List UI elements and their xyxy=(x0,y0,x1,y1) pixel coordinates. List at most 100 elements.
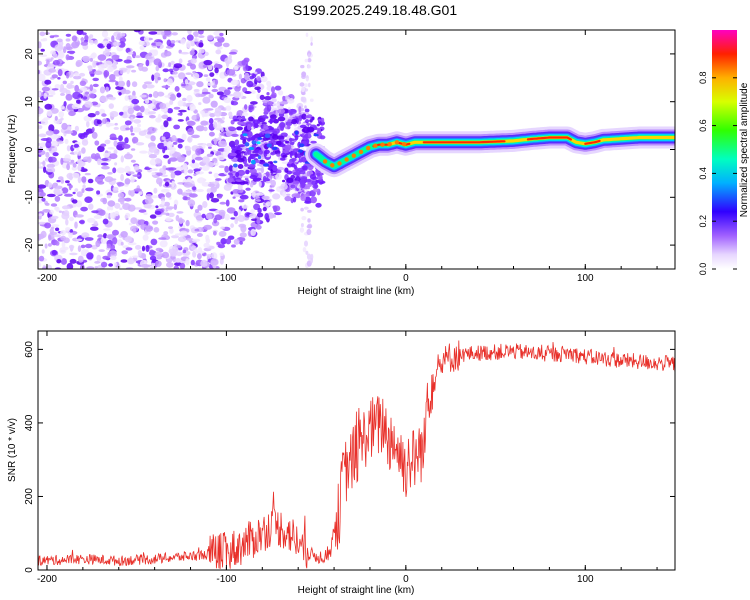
spectrogram-noise-blob xyxy=(198,102,202,106)
spectrogram-noise-blob xyxy=(163,201,170,207)
spectrogram-noise-blob xyxy=(262,206,267,212)
spectrogram-noise-blob xyxy=(287,125,291,130)
spectrogram-noise-blob xyxy=(250,90,256,95)
spectrogram-noise-blob xyxy=(144,56,153,59)
spectrogram-noise-blob xyxy=(282,95,286,101)
spectrogram-noise-blob xyxy=(184,190,193,193)
spectrogram-noise-blob xyxy=(97,54,107,61)
spectrogram-noise-blob xyxy=(64,138,69,145)
spectrogram-noise-blob xyxy=(206,143,213,147)
spectrogram-noise-blob xyxy=(285,144,292,150)
spectrogram-noise-blob xyxy=(203,224,213,230)
spectrogram-noise-blob xyxy=(241,204,249,209)
spectrogram-noise-blob xyxy=(221,116,225,120)
spectrogram-noise-blob xyxy=(118,76,123,82)
spectrogram-noise-blob xyxy=(220,226,225,230)
spectrogram-noise-blob xyxy=(244,91,252,94)
spectrogram-noise-blob xyxy=(272,193,281,200)
spectrogram-noise-blob xyxy=(219,201,227,205)
spectrogram-noise-blob xyxy=(172,151,182,158)
spectrogram-noise-blob xyxy=(120,69,124,75)
spectrogram-noise-blob xyxy=(77,245,82,253)
spectrogram-ridge-peak xyxy=(422,140,506,144)
spectrogram-noise-blob xyxy=(101,113,107,117)
spectrogram-noise-blob xyxy=(155,205,159,209)
spectrogram-noise-blob xyxy=(237,215,246,222)
spectrogram-noise-blob xyxy=(151,74,155,81)
spectrogram-noise-blob xyxy=(305,77,309,81)
spectrogram-noise-blob xyxy=(274,150,281,155)
spectrogram-noise-blob xyxy=(198,42,204,48)
spectrogram-noise-blob xyxy=(46,167,56,173)
spectrogram-noise-blob xyxy=(66,163,70,171)
spectrogram-noise-blob xyxy=(86,266,95,269)
spectrogram-noise-blob xyxy=(120,231,128,238)
spectrogram-noise-blob xyxy=(109,212,115,219)
spectrogram-noise-blob xyxy=(224,145,231,153)
spectrogram-noise-blob xyxy=(69,184,73,189)
spectrogram-noise-blob xyxy=(309,173,317,180)
spectrogram-noise-blob xyxy=(233,210,238,217)
spectrogram-noise-blob xyxy=(226,207,236,214)
spectrogram-noise-blob xyxy=(143,212,148,216)
spectrogram-noise-blob xyxy=(257,207,262,214)
spectrogram-noise-blob xyxy=(173,204,178,210)
spectrogram-noise-blob xyxy=(73,143,79,148)
spectrogram-noise-blob xyxy=(131,81,138,88)
spectrogram-noise-blob xyxy=(307,58,312,63)
spectrogram-noise-blob xyxy=(277,108,286,114)
spectrogram-noise-blob xyxy=(113,140,118,147)
spectrogram-noise-blob xyxy=(65,180,70,184)
spectrogram-noise-blob xyxy=(218,230,227,237)
spectrogram-noise-blob xyxy=(208,171,213,174)
spectrogram-noise-blob xyxy=(312,183,319,189)
spectrogram-noise-blob xyxy=(231,101,239,106)
spectrogram-noise-blob xyxy=(69,252,78,256)
spectrogram-noise-blob xyxy=(237,164,244,169)
spectrogram-noise-blob xyxy=(312,188,319,192)
spectrogram-noise-blob xyxy=(294,134,299,141)
spectrogram-noise-blob xyxy=(143,36,150,42)
spectrogram-noise-blob xyxy=(104,139,111,145)
spectrogram-noise-blob xyxy=(77,176,82,184)
spectrogram-noise-blob xyxy=(152,258,156,264)
spectrogram-noise-blob xyxy=(270,151,276,156)
spectrogram-noise-blob xyxy=(201,165,210,171)
spectrogram-noise-blob xyxy=(306,224,312,229)
spectrogram-noise-blob xyxy=(133,188,142,192)
spectrogram-noise-blob xyxy=(258,149,263,155)
spectrogram-noise-blob xyxy=(55,227,60,232)
spectrogram-noise-blob xyxy=(70,80,74,85)
spectrogram-noise-blob xyxy=(50,203,58,207)
spectrogram-noise-blob xyxy=(248,164,256,169)
spectrogram-noise-blob xyxy=(153,227,160,233)
spectrogram-noise-blob xyxy=(175,258,181,263)
spectrogram-noise-blob xyxy=(75,214,84,218)
spectrogram-noise-blob xyxy=(103,228,111,231)
spectrogram-noise-blob xyxy=(315,202,322,208)
spectrogram-ytick-label: -20 xyxy=(24,237,35,252)
spectrogram-noise-blob xyxy=(278,90,284,96)
spectrogram-noise-blob xyxy=(303,206,309,210)
spectrogram-noise-blob xyxy=(72,202,77,208)
spectrogram-noise-blob xyxy=(273,118,279,124)
spectrogram-noise-blob xyxy=(172,141,178,145)
spectrogram-noise-blob xyxy=(90,53,96,60)
spectrogram-noise-blob xyxy=(189,50,195,56)
spectrogram-ytick-label: -10 xyxy=(24,190,35,205)
spectrogram-noise-blob xyxy=(198,48,205,54)
spectrogram-noise-blob xyxy=(108,153,118,160)
spectrogram-noise-blob xyxy=(220,238,227,245)
spectrogram-noise-blob xyxy=(164,102,171,108)
spectrogram-noise-blob xyxy=(105,121,111,128)
spectrogram-noise-blob xyxy=(217,194,223,199)
spectrogram-noise-blob xyxy=(102,118,108,125)
spectrogram-noise-blob xyxy=(394,140,400,145)
spectrogram-noise-blob xyxy=(106,194,112,199)
spectrogram-noise-blob xyxy=(306,114,313,119)
spectrogram-noise-blob xyxy=(117,192,125,199)
spectrogram-noise-blob xyxy=(87,113,96,118)
spectrogram-noise-blob xyxy=(225,199,230,207)
spectrogram-noise-blob xyxy=(66,83,73,89)
spectrogram-noise-blob xyxy=(42,160,46,167)
